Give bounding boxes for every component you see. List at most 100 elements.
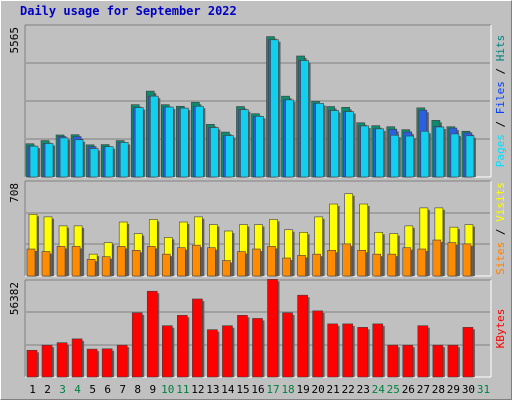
kbytes-bar — [101, 348, 113, 378]
kbytes-bar — [146, 290, 158, 378]
x-tick-label: 24 — [372, 383, 386, 396]
sites-bar — [101, 256, 111, 277]
sites-bar — [297, 255, 306, 277]
kbytes-bar — [131, 312, 143, 378]
pages-bar — [255, 116, 264, 178]
pages-bar — [164, 106, 174, 178]
kbytes-bar — [327, 323, 338, 378]
sites-bar — [252, 248, 261, 277]
sites-bar — [312, 253, 321, 277]
x-tick-label: 19 — [296, 383, 309, 396]
sites-bar — [432, 239, 442, 277]
pages-bar — [180, 107, 189, 178]
pages-bar — [89, 148, 99, 178]
pages-bar — [104, 146, 114, 178]
kbytes-bar — [267, 279, 278, 378]
legend-separator: / — [494, 61, 507, 81]
y-max-label: 56382 — [8, 282, 21, 315]
sites-bar — [177, 247, 186, 277]
kbytes-bar — [252, 318, 263, 378]
sites-bar — [387, 253, 397, 277]
sites-bar — [192, 244, 201, 277]
pages-bar — [375, 128, 385, 178]
x-tick-label: 26 — [402, 383, 415, 396]
sites-bar — [161, 253, 171, 277]
kbytes-bar — [26, 349, 38, 378]
x-tick-label: 6 — [104, 383, 111, 396]
y-max-label: 5565 — [8, 27, 21, 54]
sites-bar — [327, 249, 336, 277]
pages-bar — [420, 130, 430, 178]
pages-bar — [435, 126, 445, 178]
pages-bar — [149, 95, 159, 178]
pages-bar — [270, 39, 279, 178]
pages-bar — [360, 125, 370, 178]
x-tick-label: 3 — [59, 383, 66, 396]
pages-bar — [210, 127, 219, 178]
sites-bar — [56, 246, 66, 277]
pages-bar — [74, 139, 84, 178]
pages-bar — [134, 107, 144, 178]
kbytes-bar — [116, 344, 128, 378]
kbytes-bar — [56, 342, 68, 378]
sites-bar — [237, 251, 246, 277]
kbytes-bar — [297, 294, 308, 378]
x-tick-label: 2 — [44, 383, 51, 396]
legend-entry-pages: Pages — [494, 134, 507, 167]
legend-text: Sites / Visits — [494, 182, 507, 275]
x-tick-label: 17 — [266, 383, 279, 396]
x-tick-label: 11 — [176, 383, 189, 396]
y-max-label: 708 — [8, 183, 21, 203]
sites-bar — [131, 249, 141, 277]
kbytes-bar — [402, 344, 414, 378]
legend: KBytes — [494, 309, 507, 349]
sites-bar — [357, 249, 367, 277]
kbytes-bar — [71, 338, 83, 378]
x-tick-label: 12 — [191, 383, 204, 396]
legend-text: Pages / Files / Hits — [494, 35, 507, 168]
x-tick-label: 20 — [312, 383, 325, 396]
sites-bar — [146, 246, 156, 277]
pages-bar — [405, 135, 415, 178]
kbytes-bar — [177, 315, 188, 378]
x-tick-label: 21 — [327, 383, 340, 396]
x-tick-label: 31 — [477, 383, 490, 396]
sites-bar — [282, 257, 291, 277]
legend-entry-sites: Sites — [494, 242, 507, 275]
kbytes-bar — [312, 310, 323, 378]
x-tick-label: 28 — [432, 383, 445, 396]
legend: Sites / Visits — [494, 182, 507, 275]
kbytes-bar — [417, 325, 429, 378]
x-tick-label: 27 — [417, 383, 430, 396]
x-tick-label: 13 — [206, 383, 219, 396]
sites-bar — [372, 253, 382, 277]
kbytes-bar — [432, 344, 444, 378]
x-tick-label: 9 — [149, 383, 156, 396]
sites-bar — [86, 258, 96, 277]
sites-bar — [71, 246, 81, 277]
sites-bar — [342, 243, 351, 277]
x-tick-label: 1 — [29, 383, 36, 396]
pages-bar — [225, 135, 234, 178]
sites-bar — [41, 251, 51, 277]
pages-bar — [29, 145, 39, 178]
pages-bar — [119, 142, 129, 178]
pages-bar — [465, 135, 475, 178]
kbytes-bar — [447, 344, 459, 378]
x-tick-label: 29 — [447, 383, 460, 396]
chart-title: Daily usage for September 2022 — [20, 4, 237, 18]
kbytes-bar — [387, 344, 399, 378]
kbytes-bar — [207, 329, 218, 378]
sites-bar — [267, 246, 276, 277]
kbytes-bar — [41, 344, 53, 378]
x-tick-label: 15 — [236, 383, 249, 396]
x-tick-label: 25 — [387, 383, 400, 396]
sites-bar — [402, 247, 412, 277]
pages-bar — [44, 143, 54, 178]
kbytes-bar — [192, 298, 203, 378]
sites-bar — [116, 246, 126, 277]
kbytes-bar — [282, 312, 293, 378]
sites-bar — [207, 247, 216, 277]
x-tick-label: 30 — [462, 383, 475, 396]
x-tick-label: 18 — [281, 383, 294, 396]
